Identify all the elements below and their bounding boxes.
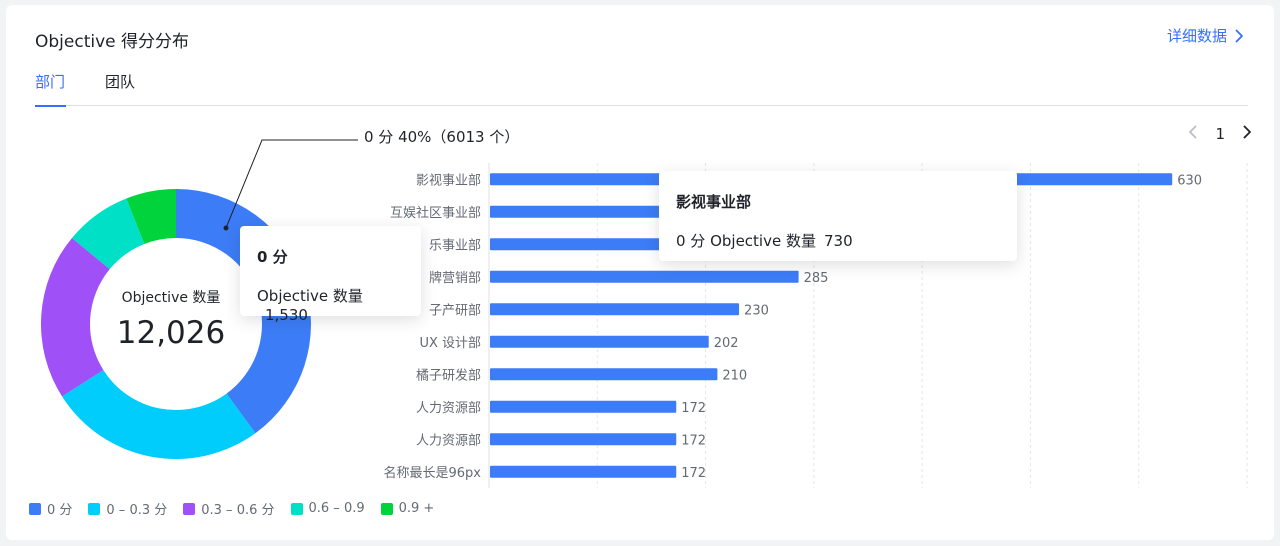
legend-swatch [183,502,196,515]
bar-category-label: 人力资源部 [416,433,481,448]
bar-rect[interactable] [490,335,709,348]
pager-current-page: 1 [1215,125,1225,143]
chart-legend: 0 分 0 – 0.3 分 0.3 – 0.6 分 0.6 – 0.9 0.9 … [29,499,434,518]
bar-category-label: 人力资源部 [416,401,481,416]
legend-item-0[interactable]: 0 分 [29,499,72,518]
pager-prev-icon[interactable] [1188,125,1197,143]
bar-category-label: 乐事业部 [429,238,481,253]
tab-department[interactable]: 部门 [35,71,66,107]
bar-tooltip: 影视事业部 0 分 Objective 数量 730 [659,171,1017,261]
bar-rect[interactable] [490,303,740,316]
legend-label: 0.3 – 0.6 分 [201,503,275,518]
legend-item-1[interactable]: 0 – 0.3 分 [88,499,167,518]
legend-swatch [29,502,41,515]
bar-rect[interactable] [490,433,677,446]
bar-value-label: 210 [722,368,747,383]
bar-value-label: 630 [1177,173,1202,188]
legend-item-4[interactable]: 0.9 + [380,499,435,518]
donut-tooltip-title: 0 分 [257,248,288,266]
bar-value-label: 172 [681,401,706,416]
bar-tooltip-metric: 0 分 Objective 数量 [676,232,816,250]
donut-tooltip-value: 1,530 [265,306,308,324]
donut-center-value: 12,026 [116,315,226,351]
bar-category-label: UX 设计部 [419,336,481,351]
bar-category-label: 橘子研发部 [416,367,481,383]
legend-label: 0 – 0.3 分 [106,503,168,518]
donut-center-label: Objective 数量 [121,290,221,306]
bar-rect[interactable] [490,465,677,478]
bar-category-label: 影视事业部 [416,173,481,188]
bar-value-label: 172 [681,433,706,448]
bar-category-label: 牌营销部 [429,270,481,286]
bar-rect[interactable] [490,270,799,283]
pager-next-icon[interactable] [1243,125,1252,143]
donut-tooltip: 0 分 Objective 数量1,530 [240,226,421,324]
bar-value-label: 172 [681,466,706,481]
tab-team[interactable]: 团队 [105,73,136,91]
bar-rect[interactable] [490,238,677,251]
legend-swatch [290,502,303,515]
donut-tooltip-metric: Objective 数量 [257,287,363,305]
pager: 1 [1188,125,1252,143]
legend-swatch [88,502,101,515]
bar-value-label: 230 [744,303,769,318]
legend-item-2[interactable]: 0.3 – 0.6 分 [183,499,275,518]
legend-item-3[interactable]: 0.6 – 0.9 [290,499,365,518]
tab-bar: 部门 团队 [35,71,1248,107]
legend-label: 0.9 + [398,501,435,516]
bar-rect[interactable] [490,205,677,218]
chevron-right-icon [1235,29,1243,42]
donut-tooltip-body: Objective 数量1,530 [257,285,404,324]
detail-data-label: 详细数据 [1166,27,1227,45]
card-title: Objective 得分分布 [35,32,190,52]
bar-rect[interactable] [490,368,718,381]
bar-tooltip-value: 730 [823,232,853,250]
bar-category-label: 名称最长是96px [384,465,482,481]
bar-tooltip-body: 0 分 Objective 数量 730 [676,230,1000,251]
bar-rect[interactable] [490,400,677,413]
detail-data-link[interactable]: 详细数据 [1167,25,1244,46]
bar-tooltip-title: 影视事业部 [676,193,752,211]
donut-callout-label: 0 分 40%（6013 个） [364,128,520,146]
legend-label: 0 分 [47,503,73,518]
legend-label: 0.6 – 0.9 [308,501,365,516]
legend-swatch [380,502,393,515]
bar-category-label: 互娱社区事业部 [390,205,481,221]
bar-value-label: 285 [804,271,829,286]
bar-value-label: 202 [714,336,739,351]
bar-category-label: 子产研部 [429,303,481,318]
